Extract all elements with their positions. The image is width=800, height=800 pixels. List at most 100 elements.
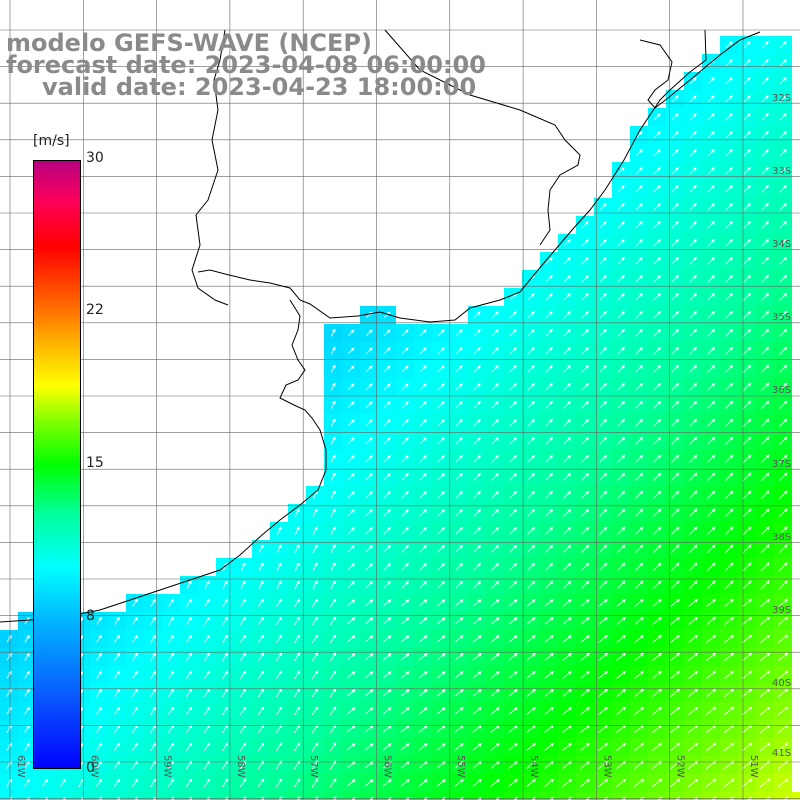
- wind-arrow: [653, 185, 661, 193]
- wind-arrow: [617, 167, 625, 175]
- wind-arrow: [400, 779, 410, 787]
- wind-arrow: [653, 346, 662, 355]
- wind-arrow: [437, 365, 445, 373]
- wind-arrow: [635, 508, 644, 517]
- wind-arrow: [401, 455, 409, 463]
- wind-arrow: [616, 562, 626, 572]
- wind-cell: [342, 792, 360, 800]
- wind-arrow: [688, 580, 698, 590]
- wind-arrow: [527, 544, 536, 553]
- wind-arrow: [725, 364, 734, 373]
- wind-arrow: [526, 706, 536, 715]
- wind-arrow: [347, 581, 355, 589]
- wind-arrow: [132, 670, 138, 679]
- wind-arrow: [222, 634, 228, 643]
- wind-arrow: [725, 346, 734, 355]
- wind-arrow: [779, 167, 787, 175]
- wind-arrow: [599, 454, 608, 463]
- wind-arrow: [365, 509, 373, 517]
- wind-arrow: [707, 292, 716, 301]
- wind-arrow: [778, 634, 789, 644]
- wind-arrow: [222, 742, 229, 752]
- wind-arrow: [777, 760, 789, 770]
- wind-arrow: [491, 401, 499, 409]
- wind-arrow: [779, 364, 788, 373]
- wind-arrow: [419, 473, 427, 481]
- wind-arrow: [689, 328, 698, 337]
- wind-arrow: [527, 562, 536, 571]
- wind-arrow: [527, 311, 535, 319]
- wind-arrow: [581, 275, 589, 283]
- wind-arrow: [670, 508, 680, 518]
- wind-arrow: [400, 653, 410, 661]
- wind-arrow: [742, 580, 752, 590]
- wind-arrow: [42, 778, 48, 787]
- wind-arrow: [491, 437, 499, 445]
- wind-cell: [198, 792, 216, 800]
- wind-arrow: [563, 311, 571, 319]
- wind-arrow: [330, 616, 337, 626]
- wind-arrow: [544, 635, 554, 643]
- wind-arrow: [653, 167, 661, 175]
- wind-arrow: [743, 95, 751, 103]
- wind-arrow: [204, 670, 211, 680]
- wind-arrow: [743, 41, 751, 49]
- wind-arrow: [347, 635, 356, 643]
- wind-arrow: [491, 544, 500, 553]
- wind-arrow: [652, 508, 662, 518]
- lon-label: 60W: [88, 755, 99, 778]
- wind-arrow: [509, 490, 518, 499]
- wind-arrow: [491, 580, 500, 589]
- wind-arrow: [706, 562, 716, 572]
- wind-arrow: [258, 598, 264, 607]
- wind-arrow: [706, 688, 717, 698]
- wind-arrow: [724, 742, 735, 752]
- wind-arrow: [347, 455, 355, 463]
- wind-arrow: [186, 634, 192, 643]
- wind-arrow: [365, 383, 373, 391]
- wind-arrow: [347, 401, 355, 409]
- wind-arrow: [240, 724, 247, 734]
- wind-arrow: [382, 617, 392, 625]
- wind-arrow: [707, 113, 715, 121]
- wind-arrow: [276, 670, 283, 680]
- wind-cell: [576, 792, 594, 800]
- wind-arrow: [418, 779, 428, 787]
- wind-arrow: [186, 742, 193, 752]
- wind-arrow: [635, 472, 644, 481]
- wind-arrow: [473, 526, 482, 535]
- wind-arrow: [671, 275, 679, 283]
- coastline-river: [0, 299, 327, 623]
- wind-arrow: [365, 581, 373, 589]
- wind-arrow: [724, 616, 735, 625]
- wind-arrow: [778, 652, 789, 662]
- wind-arrow: [724, 508, 734, 518]
- wind-arrow: [761, 310, 770, 319]
- wind-arrow: [779, 274, 788, 283]
- wind-arrow: [527, 383, 535, 391]
- wind-arrow: [761, 202, 770, 211]
- wind-arrow: [455, 580, 464, 589]
- wind-arrow: [365, 401, 373, 409]
- wind-arrow: [761, 292, 770, 301]
- wind-arrow: [400, 599, 410, 607]
- wind-arrow: [580, 706, 591, 715]
- wind-arrow: [743, 203, 751, 211]
- wind-arrow: [383, 563, 391, 571]
- wind-arrow: [706, 742, 717, 752]
- wind-arrow: [400, 671, 410, 679]
- wind-arrow: [346, 671, 356, 679]
- wind-arrow: [760, 688, 771, 698]
- wind-arrow: [491, 526, 500, 535]
- wind-arrow: [330, 490, 336, 500]
- wind-arrow: [330, 454, 336, 464]
- wind-arrow: [382, 671, 392, 679]
- lat-label: 37S: [772, 459, 791, 470]
- wind-arrow: [581, 400, 590, 409]
- wind-arrow: [293, 742, 301, 752]
- wind-arrow: [598, 742, 609, 751]
- wind-arrow: [761, 238, 770, 247]
- wind-arrow: [330, 526, 336, 536]
- wind-arrow: [527, 419, 535, 427]
- wind-arrow: [724, 562, 734, 572]
